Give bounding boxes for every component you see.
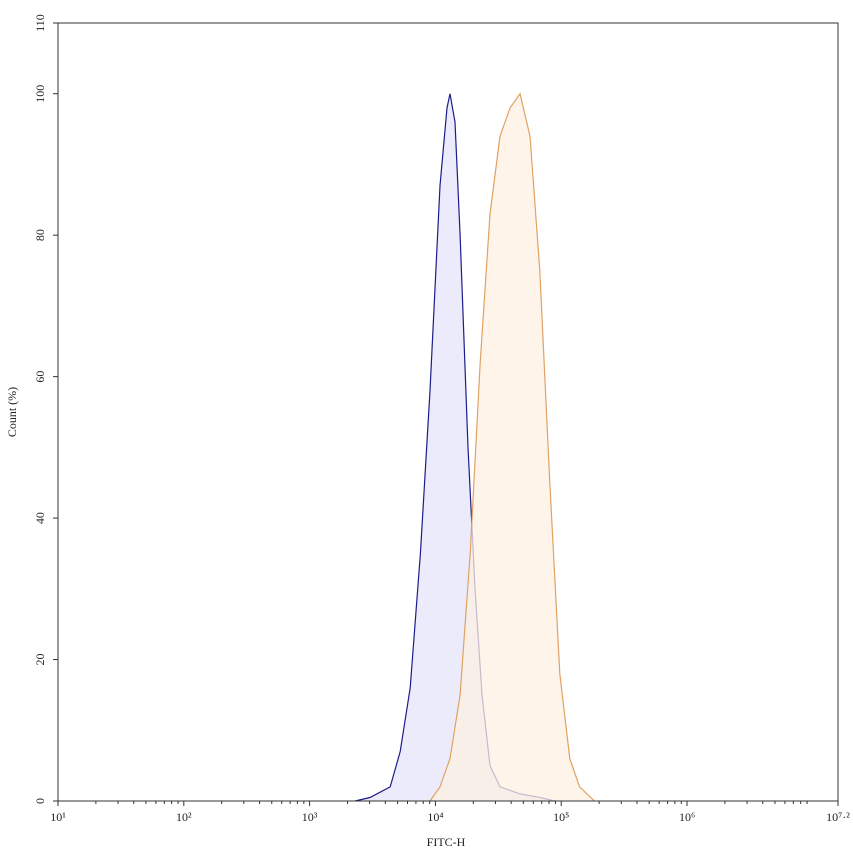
plot-frame — [57, 22, 839, 802]
x-axis-label: FITC-H — [427, 835, 466, 849]
y-tick-label: 80 — [33, 229, 47, 241]
x-tick-label: 10⁶ — [679, 810, 695, 824]
series-line — [429, 92, 595, 802]
y-tick-label: 100 — [33, 85, 47, 103]
x-tick-label: 10⁵ — [553, 810, 569, 824]
x-tick-label: 10³ — [302, 810, 318, 824]
y-tick-label: 40 — [33, 512, 47, 524]
y-tick-label: 0 — [33, 798, 47, 804]
y-axis-label: Count (%) — [5, 387, 19, 437]
x-tick-label: 10⁴ — [427, 810, 443, 824]
y-tick-label: 60 — [33, 371, 47, 383]
series-area — [430, 93, 595, 801]
x-tick-label: 10² — [176, 810, 192, 824]
x-tick-label: 10⁷·² — [826, 810, 850, 824]
series-area — [355, 93, 555, 801]
y-tick-label: 20 — [33, 654, 47, 666]
x-tick-label: 10¹ — [50, 810, 66, 824]
y-tick-label: 110 — [33, 14, 47, 32]
